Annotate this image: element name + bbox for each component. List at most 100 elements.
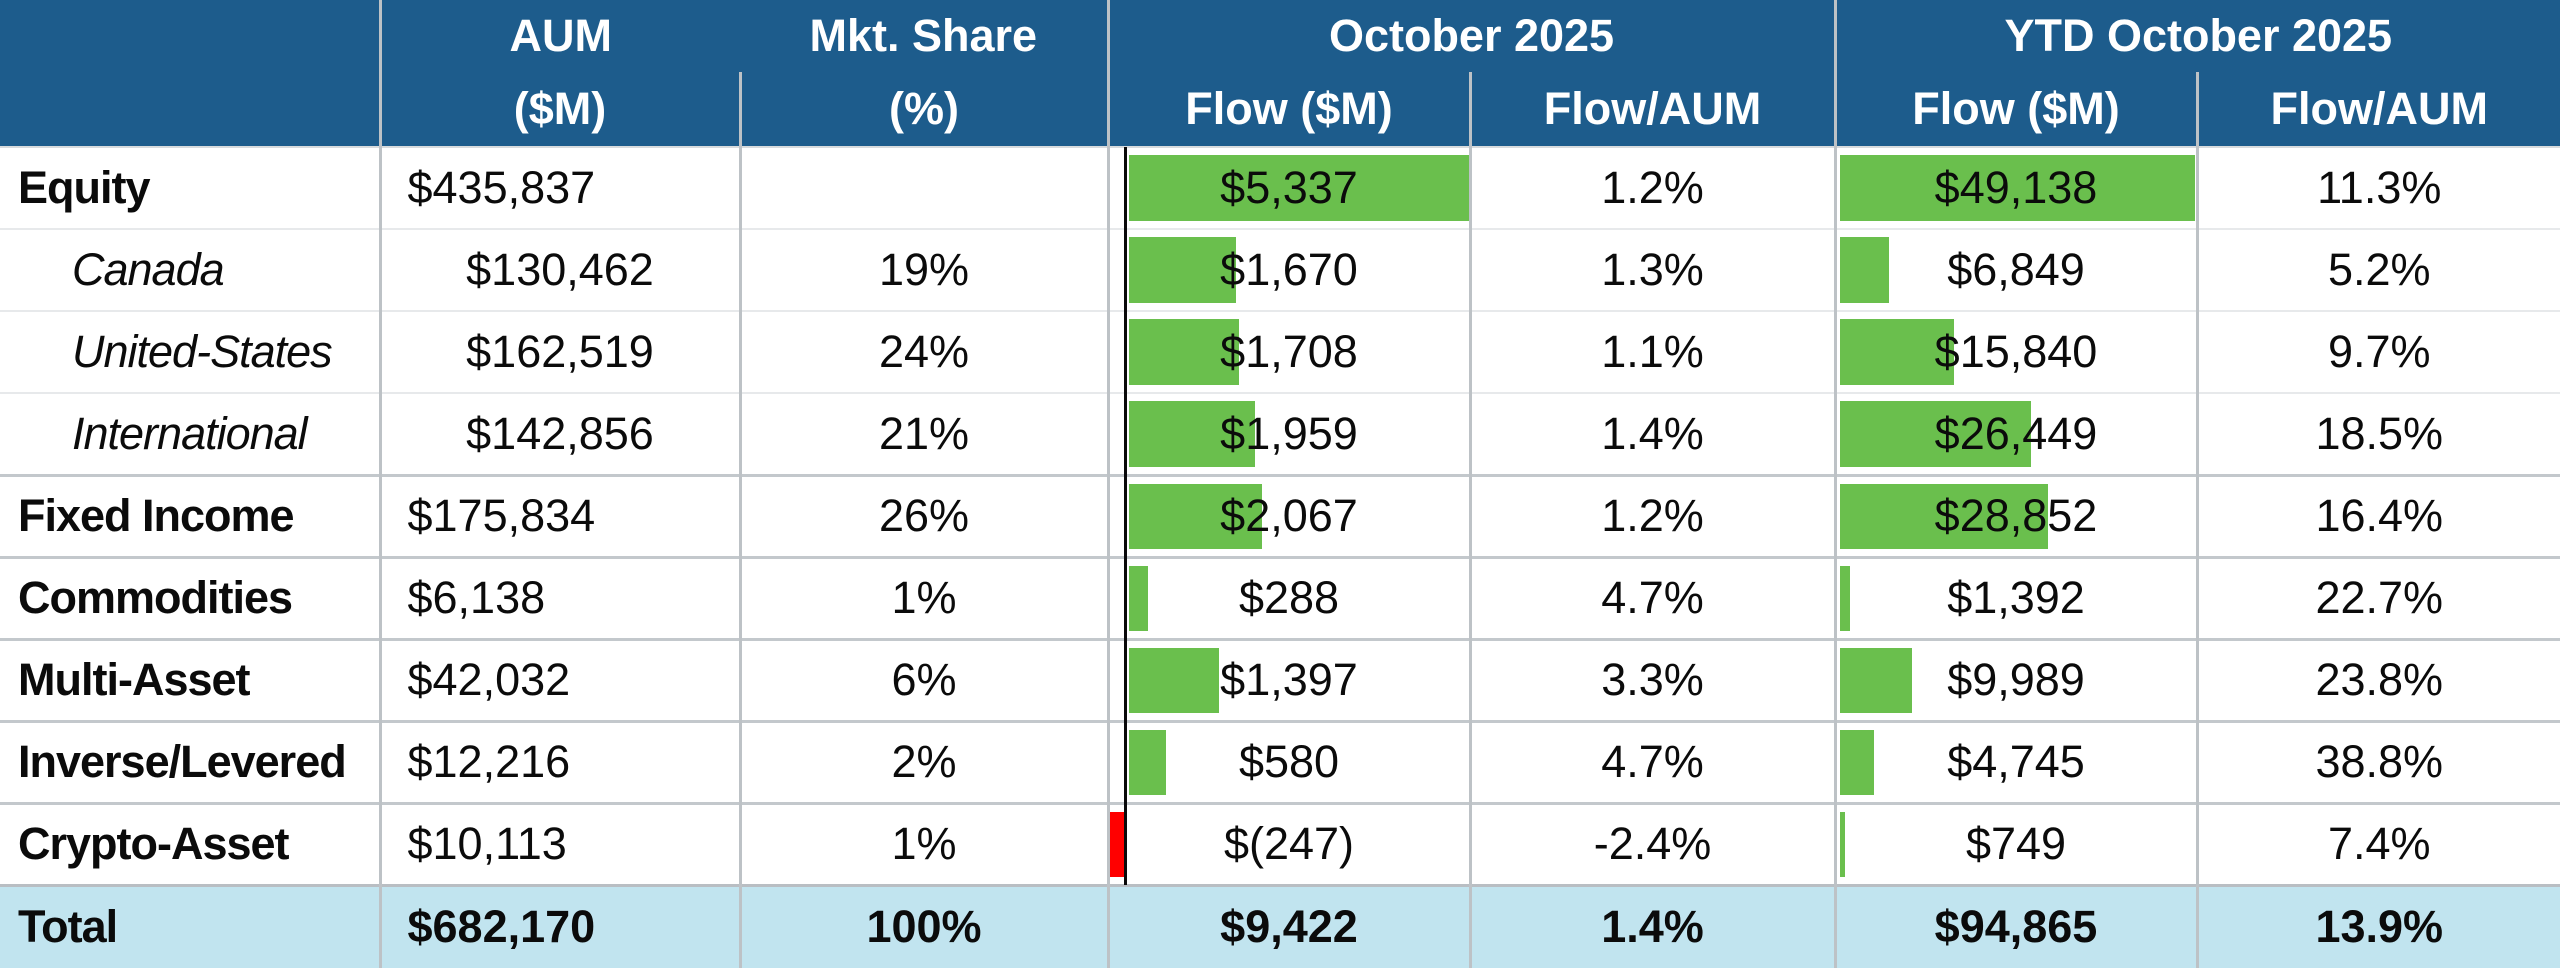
oct-flow-aum-cell: 1.1% xyxy=(1468,310,1836,393)
header-oct-flow: Flow ($M) xyxy=(1106,72,1470,147)
oct-flow-bar xyxy=(1128,647,1219,713)
ytd-flow-aum-cell: 11.3% xyxy=(2195,146,2560,229)
ytd-flow-value: $28,852 xyxy=(1934,490,2098,541)
aum-cell: $10,113 xyxy=(378,801,740,885)
table-row-commodities: Commodities $6,138 1% $288 4.7% $1,392 22.7% xyxy=(0,555,2560,639)
oct-flow-value: $1,670 xyxy=(1220,244,1358,295)
mkt-share-cell: 100% xyxy=(738,883,1108,968)
mkt-share-cell: 21% xyxy=(738,392,1108,475)
ytd-flow-aum-cell: 5.2% xyxy=(2195,228,2560,311)
oct-flow-cell: $1,670 xyxy=(1106,228,1470,311)
oct-flow-aum-cell: -2.4% xyxy=(1468,801,1836,885)
aum-cell: $175,834 xyxy=(378,473,740,557)
ytd-flow-cell: $1,392 xyxy=(1833,555,2198,639)
header-mkt-share: Mkt. Share xyxy=(740,0,1108,72)
table-row-crypto-asset: Crypto-Asset $10,113 1% $(247) -2.4% $749 7.4% xyxy=(0,801,2560,885)
oct-flow-cell: $5,337 xyxy=(1106,146,1470,229)
header-mkt-share-unit: (%) xyxy=(738,72,1108,147)
ytd-flow-aum-cell: 22.7% xyxy=(2195,555,2560,639)
header-ytd-october-2025-group: YTD October 2025 xyxy=(1833,0,2560,72)
header-october-2025-group: October 2025 xyxy=(1106,0,1836,72)
ytd-flow-cell: $49,138 xyxy=(1833,146,2198,229)
oct-flow-aum-cell: 1.2% xyxy=(1468,146,1836,229)
table-row-fixed-income: Fixed Income $175,834 26% $2,067 1.2% $28,852… xyxy=(0,473,2560,557)
ytd-flow-value: $9,989 xyxy=(1947,654,2085,705)
row-label: Total xyxy=(0,883,380,968)
oct-flow-aum-cell: 1.2% xyxy=(1468,473,1836,557)
row-label: Multi-Asset xyxy=(0,637,380,721)
header-ytd-flow: Flow ($M) xyxy=(1833,72,2198,147)
row-label: Fixed Income xyxy=(0,473,380,557)
aum-cell: $6,138 xyxy=(378,555,740,639)
oct-flow-aum-cell: 4.7% xyxy=(1468,555,1836,639)
ytd-flow-cell: $94,865 xyxy=(1833,883,2198,968)
ytd-flow-value: $94,865 xyxy=(1934,901,2098,953)
ytd-flow-value: $49,138 xyxy=(1934,162,2098,213)
mkt-share-cell: 2% xyxy=(738,719,1108,803)
table-row-multi-asset: Multi-Asset $42,032 6% $1,397 3.3% $9,989 23.8… xyxy=(0,637,2560,721)
oct-flow-cell: $288 xyxy=(1106,555,1470,639)
ytd-flow-cell: $28,852 xyxy=(1833,473,2198,557)
aum-cell: $12,216 xyxy=(378,719,740,803)
ytd-flow-aum-cell: 9.7% xyxy=(2195,310,2560,393)
oct-flow-aum-cell: 3.3% xyxy=(1468,637,1836,721)
row-label: United-States xyxy=(0,310,380,393)
oct-flow-value: $9,422 xyxy=(1220,901,1358,953)
ytd-flow-bar xyxy=(1839,565,1850,631)
oct-flow-value: $288 xyxy=(1238,572,1340,623)
row-label: Crypto-Asset xyxy=(0,801,380,885)
mkt-share-cell: 19% xyxy=(738,228,1108,311)
header-oct-flow-aum: Flow/AUM xyxy=(1468,72,1836,147)
ytd-flow-value: $26,449 xyxy=(1934,407,2098,459)
mkt-share-cell: 1% xyxy=(738,555,1108,639)
ytd-flow-aum-cell: 38.8% xyxy=(2195,719,2560,803)
ytd-flow-bar xyxy=(1839,483,2048,549)
ytd-flow-cell: $9,989 xyxy=(1833,637,2198,721)
oct-flow-value: $1,397 xyxy=(1220,654,1358,705)
mkt-share-cell: 24% xyxy=(738,310,1108,393)
mkt-share-cell: 26% xyxy=(738,473,1108,557)
oct-flow-value: $1,708 xyxy=(1220,326,1358,377)
oct-flow-cell: $1,397 xyxy=(1106,637,1470,721)
oct-flow-cell: $9,422 xyxy=(1106,883,1470,968)
oct-flow-bar xyxy=(1128,237,1236,303)
aum-cell: $682,170 xyxy=(378,883,740,968)
ytd-flow-cell: $4,745 xyxy=(1833,719,2198,803)
ytd-flow-bar xyxy=(1839,729,1874,795)
oct-flow-value: $5,337 xyxy=(1220,162,1358,213)
table-row-equity: Equity $435,837 $5,337 1.2% $49,138 11.3% xyxy=(0,146,2560,229)
table-row-inverse-levered: Inverse/Levered $12,216 2% $580 4.7% $4,745 38… xyxy=(0,719,2560,803)
ytd-flow-value: $749 xyxy=(1965,818,2067,869)
oct-flow-cell: $1,708 xyxy=(1106,310,1470,393)
aum-cell: $162,519 xyxy=(378,310,740,393)
table-row-international: International $142,856 21% $1,959 1.4% $26,44… xyxy=(0,392,2560,475)
ytd-flow-cell: $15,840 xyxy=(1833,310,2198,393)
row-label: Canada xyxy=(0,228,380,311)
oct-flow-aum-cell: 1.4% xyxy=(1468,392,1836,475)
october-flow-axis xyxy=(1124,147,1127,885)
ytd-flow-cell: $26,449 xyxy=(1833,392,2198,475)
row-label: Commodities xyxy=(0,555,380,639)
oct-flow-bar xyxy=(1128,729,1166,795)
header-ytd-flow-aum: Flow/AUM xyxy=(2195,72,2560,147)
oct-flow-aum-cell: 1.3% xyxy=(1468,228,1836,311)
oct-flow-bar xyxy=(1128,401,1255,467)
ytd-flow-bar xyxy=(1839,401,2031,467)
aum-cell: $42,032 xyxy=(378,637,740,721)
ytd-flow-aum-cell: 16.4% xyxy=(2195,473,2560,557)
oct-flow-cell: $2,067 xyxy=(1106,473,1470,557)
aum-cell: $435,837 xyxy=(378,146,740,229)
oct-flow-value: $580 xyxy=(1238,736,1340,787)
oct-flow-cell: $(247) xyxy=(1106,801,1470,885)
table-header: AUM Mkt. Share October 2025 YTD October … xyxy=(0,0,2560,147)
ytd-flow-bar xyxy=(1839,155,2195,221)
oct-flow-value: $2,067 xyxy=(1220,490,1358,541)
ytd-flow-value: $4,745 xyxy=(1947,736,2085,787)
oct-flow-bar xyxy=(1111,811,1126,877)
row-label: Equity xyxy=(0,146,380,229)
ytd-flow-cell: $6,849 xyxy=(1833,228,2198,311)
table-row-total: Total $682,170 100% $9,422 1.4% $94,865 13.9% xyxy=(0,883,2560,968)
ytd-flow-cell: $749 xyxy=(1833,801,2198,885)
